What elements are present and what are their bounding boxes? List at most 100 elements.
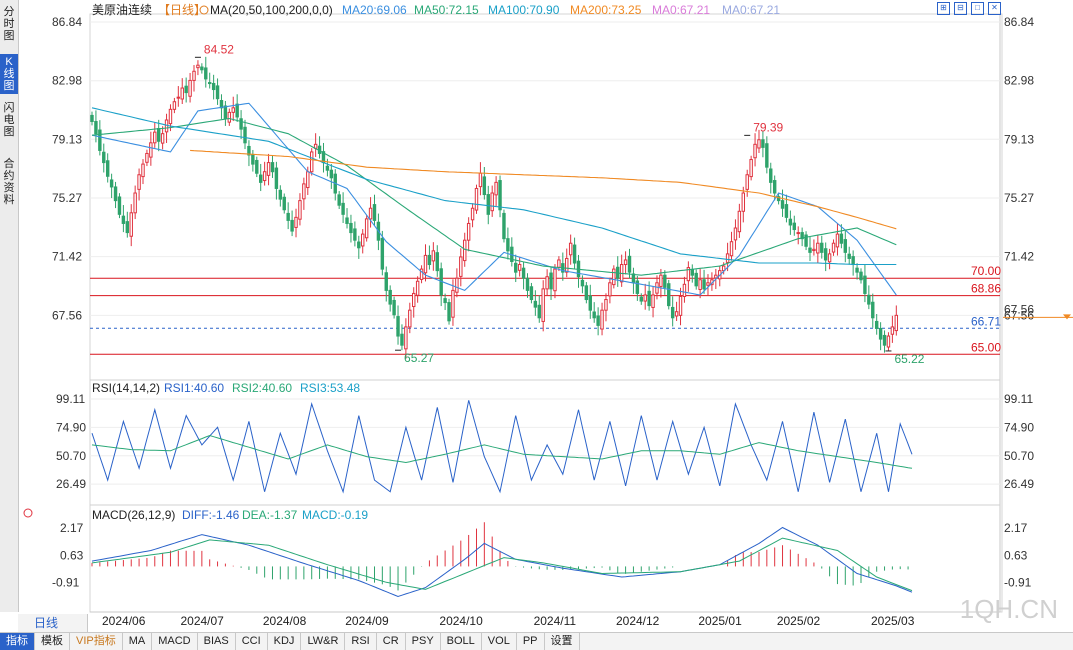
side-tab-3[interactable]: 合约资料 [3, 158, 15, 206]
candle-body-149 [674, 311, 679, 317]
candle-body-197 [863, 275, 867, 294]
candle-body-45 [266, 162, 271, 176]
candle-body-51 [290, 219, 294, 232]
side-tab-2[interactable]: 闪电图 [3, 102, 15, 138]
level-label-1: 68.86 [971, 282, 1001, 296]
candle-body-184 [812, 248, 816, 252]
candle-body-145 [659, 274, 663, 287]
price-tick-right-0: 86.84 [1004, 15, 1034, 29]
macd-tick-right-0: 2.17 [1004, 521, 1028, 535]
candle-body-122 [568, 242, 573, 256]
candle-body-31 [211, 82, 216, 91]
candle-body-177 [784, 204, 789, 218]
candle-body-103 [494, 181, 498, 196]
price-tick-left-1: 82.98 [52, 74, 82, 88]
indicator-tab-6[interactable]: CCI [236, 633, 268, 650]
indicator-tab-3[interactable]: MA [123, 633, 153, 650]
period-button[interactable]: 日线 [18, 614, 88, 632]
indicator-tab-1[interactable]: 模板 [35, 633, 70, 650]
candle-body-169 [753, 143, 757, 159]
candle-body-179 [792, 222, 797, 231]
candle-body-88 [435, 252, 439, 272]
candle-body-130 [600, 309, 604, 330]
candle-body-181 [800, 232, 804, 240]
candle-body-70 [364, 218, 369, 239]
ma-line-MA200 [190, 149, 897, 230]
candle-body-10 [129, 212, 133, 237]
candle-body-43 [258, 174, 263, 183]
indicator-tab-13[interactable]: VOL [482, 633, 517, 650]
indicator-tab-7[interactable]: KDJ [268, 633, 302, 650]
ma-line-MA20 [91, 102, 897, 296]
indicator-tab-12[interactable]: BOLL [441, 633, 482, 650]
candle-body-55 [306, 171, 310, 189]
rsi-value-2: RSI3:53.48 [300, 381, 360, 395]
candle-body-146 [663, 274, 667, 288]
indicator-tabbar: 指标 模板 VIP指标 MA MACD BIAS CCI KDJ LW&R RSI CR PSY BOL… [0, 632, 1073, 650]
symbol-title: 美原油连续 [92, 2, 152, 17]
candle-body-41 [251, 154, 255, 165]
candle-body-102 [490, 192, 494, 212]
candle-body-116 [545, 276, 549, 290]
candle-body-151 [682, 283, 687, 297]
candle-body-42 [255, 159, 259, 174]
candle-body-136 [623, 259, 628, 266]
candle-body-112 [529, 286, 534, 301]
candle-body-78 [396, 316, 400, 337]
candle-body-142 [647, 290, 651, 307]
candle-body-79 [400, 333, 404, 346]
candle-body-188 [827, 253, 832, 263]
candle-body-105 [502, 212, 506, 240]
candle-body-178 [788, 218, 793, 226]
candle-body-143 [651, 294, 655, 308]
candle-body-6 [113, 186, 118, 202]
level-label-3: 65.00 [971, 340, 1001, 354]
candle-body-39 [243, 126, 247, 144]
candle-body-117 [549, 272, 553, 290]
candle-body-49 [282, 196, 286, 211]
indicator-tab-0[interactable]: 指标 [0, 633, 35, 650]
candle-body-15 [149, 142, 153, 158]
candle-body-114 [537, 304, 541, 319]
indicator-tab-14[interactable]: PP [517, 633, 545, 650]
price-tick-right-2: 79.13 [1004, 132, 1034, 146]
candle-body-165 [737, 210, 742, 233]
expand-icon[interactable]: ⊞ [937, 2, 950, 15]
candle-body-68 [357, 241, 361, 249]
ma-value-3: MA200:73.25 [570, 3, 642, 17]
ma-params: MA(20,50,100,200,0,0) [210, 3, 333, 17]
side-tab-0[interactable]: 分时图 [3, 6, 15, 42]
indicator-tab-11[interactable]: PSY [406, 633, 441, 650]
side-tab-1[interactable]: K线图 [0, 54, 18, 94]
candle-body-101 [486, 194, 490, 215]
candle-body-157 [706, 282, 710, 286]
candle-body-106 [506, 238, 510, 252]
rsi-tick-left-3: 26.49 [56, 477, 86, 491]
candle-body-113 [533, 300, 538, 308]
close-icon[interactable]: ✕ [988, 2, 1001, 15]
candle-body-76 [388, 289, 392, 305]
candle-body-1 [94, 121, 98, 135]
candle-body-8 [121, 215, 126, 224]
indicator-tab-5[interactable]: BIAS [198, 633, 236, 650]
candle-body-65 [345, 217, 349, 224]
shrink-icon[interactable]: ⊟ [954, 2, 967, 15]
level-label-2: 66.71 [971, 314, 1001, 328]
candle-body-5 [109, 179, 114, 188]
indicator-tab-15[interactable]: 设置 [545, 633, 580, 650]
chart-canvas[interactable]: 86.84 86.84 82.98 82.98 79.13 79.13 75.27 75.27… [0, 0, 1073, 632]
indicator-tab-10[interactable]: CR [377, 633, 406, 650]
candle-body-127 [588, 295, 592, 311]
maximize-icon[interactable]: □ [971, 2, 984, 15]
candle-body-187 [823, 248, 828, 261]
candle-body-108 [514, 262, 518, 273]
indicator-tab-9[interactable]: RSI [345, 633, 377, 650]
indicator-tab-8[interactable]: LW&R [301, 633, 346, 650]
indicator-tab-4[interactable]: MACD [152, 633, 198, 650]
candle-body-13 [141, 163, 145, 178]
macd-params: MACD(26,12,9) [92, 508, 175, 522]
indicator-tab-2[interactable]: VIP指标 [70, 633, 123, 650]
rsi-tick-right-0: 99.11 [1004, 392, 1033, 406]
candle-body-183 [808, 247, 812, 253]
candle-body-137 [627, 255, 632, 273]
